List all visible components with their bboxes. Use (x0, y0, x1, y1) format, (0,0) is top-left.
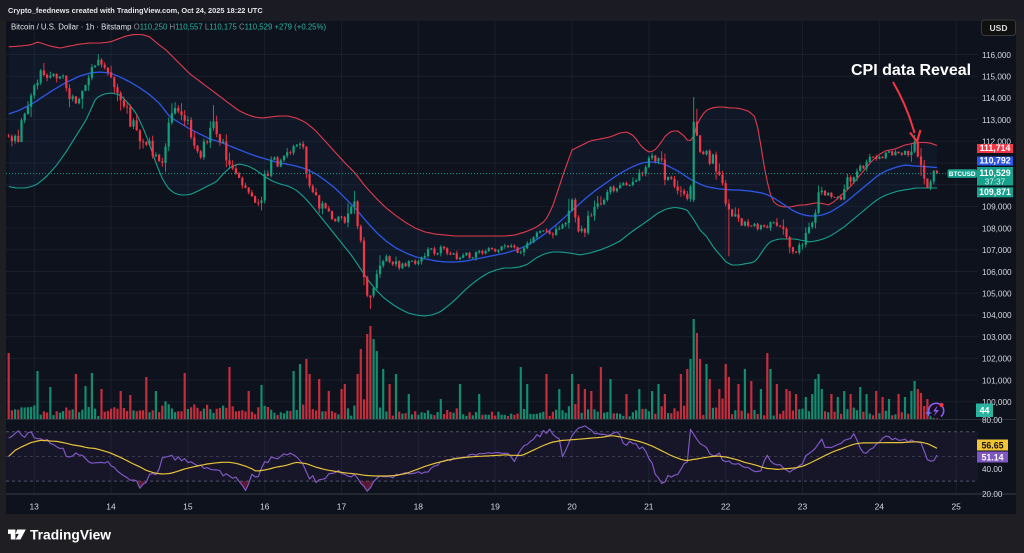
svg-text:TradingView: TradingView (30, 528, 111, 543)
svg-text:103,000: 103,000 (982, 333, 1012, 342)
svg-text:19: 19 (490, 502, 500, 512)
svg-text:21: 21 (644, 502, 654, 512)
svg-text:114,000: 114,000 (982, 94, 1011, 103)
svg-text:16: 16 (260, 502, 270, 512)
svg-text:CPI data Reveal: CPI data Reveal (851, 62, 971, 79)
svg-text:18: 18 (414, 502, 424, 512)
svg-text:44: 44 (980, 406, 990, 416)
svg-text:80.00: 80.00 (982, 416, 1003, 425)
svg-text:56.65: 56.65 (981, 440, 1003, 450)
svg-text:Crypto_feednews created with T: Crypto_feednews created with TradingView… (8, 6, 263, 15)
svg-text:107,000: 107,000 (982, 246, 1012, 255)
svg-text:20: 20 (567, 502, 577, 512)
svg-text:102,000: 102,000 (982, 355, 1012, 364)
svg-text:51.14: 51.14 (981, 452, 1003, 462)
svg-text:110,529: 110,529 (979, 168, 1010, 178)
svg-text:14: 14 (106, 502, 116, 512)
svg-text:USD: USD (990, 23, 1008, 33)
svg-text:104,000: 104,000 (982, 311, 1012, 320)
svg-text:15: 15 (183, 502, 193, 512)
svg-text:Bitcoin / U.S. Dollar · 1h · B: Bitcoin / U.S. Dollar · 1h · Bitstamp O1… (11, 23, 326, 32)
svg-text:25: 25 (951, 502, 961, 512)
svg-text:109,871: 109,871 (979, 187, 1011, 197)
svg-text:115,000: 115,000 (982, 73, 1011, 82)
svg-text:106,000: 106,000 (982, 268, 1012, 277)
svg-text:17: 17 (337, 502, 347, 512)
svg-text:37:37: 37:37 (985, 177, 1006, 186)
svg-text:22: 22 (721, 502, 731, 512)
svg-text:23: 23 (798, 502, 808, 512)
svg-text:108,000: 108,000 (982, 224, 1012, 233)
svg-text:112,000: 112,000 (982, 138, 1011, 147)
svg-text:40.00: 40.00 (982, 465, 1003, 474)
svg-text:110,792: 110,792 (979, 156, 1010, 166)
svg-text:BTCUSD: BTCUSD (949, 171, 976, 178)
svg-text:109,000: 109,000 (982, 203, 1012, 212)
svg-text:116,000: 116,000 (982, 51, 1011, 60)
svg-text:13: 13 (29, 502, 39, 512)
svg-text:111,714: 111,714 (980, 143, 1011, 153)
svg-text:100,000: 100,000 (982, 398, 1012, 407)
svg-text:105,000: 105,000 (982, 290, 1012, 299)
svg-text:101,000: 101,000 (982, 376, 1012, 385)
svg-text:113,000: 113,000 (982, 116, 1011, 125)
svg-text:20.00: 20.00 (982, 490, 1003, 499)
svg-text:24: 24 (875, 502, 885, 512)
